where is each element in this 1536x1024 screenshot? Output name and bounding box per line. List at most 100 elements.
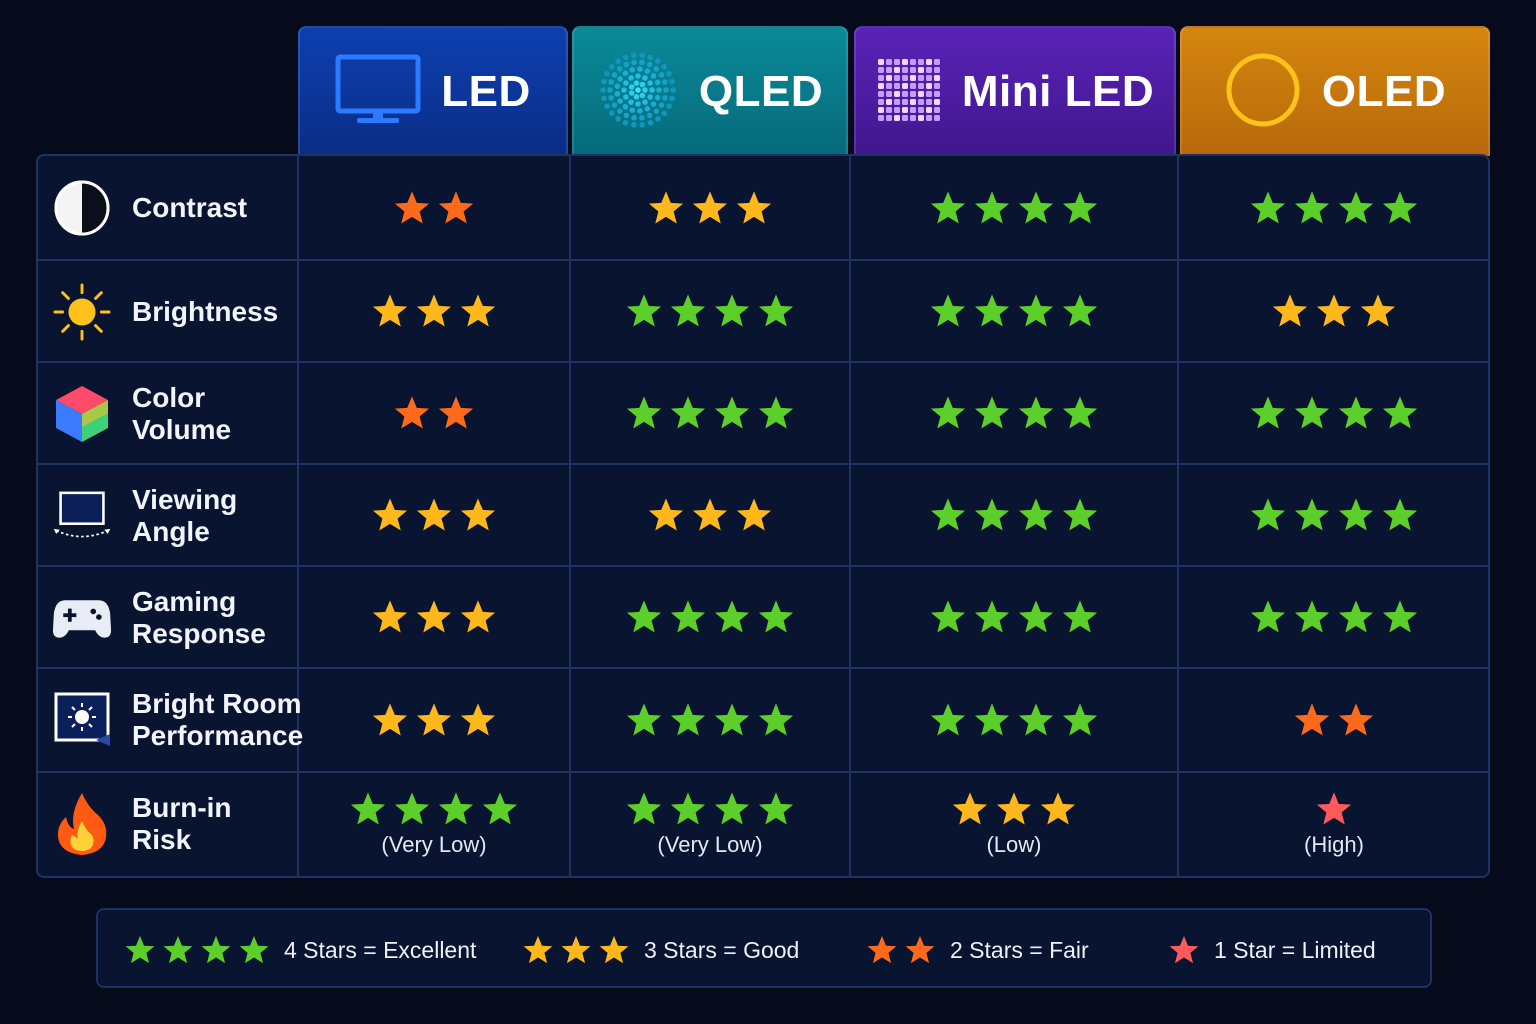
star-icon — [714, 396, 750, 429]
star-icon — [1382, 191, 1418, 224]
star-icon — [1062, 498, 1098, 531]
star-icon — [1018, 191, 1054, 224]
star-icon — [930, 498, 966, 531]
rating-cell — [1178, 566, 1490, 668]
rating-stars — [393, 394, 475, 432]
star-icon — [648, 498, 684, 531]
star-icon — [372, 600, 408, 633]
rating-stars — [1249, 496, 1419, 534]
star-icon — [1382, 498, 1418, 531]
legend-text: 3 Stars = Good — [644, 936, 800, 963]
rating-stars — [1249, 189, 1419, 227]
star-icon — [1018, 703, 1054, 736]
row-divider — [36, 463, 1490, 465]
star-icon — [905, 936, 935, 964]
star-icon — [416, 600, 452, 633]
star-icon — [952, 792, 988, 825]
rating-stars — [625, 292, 795, 330]
star-icon — [372, 498, 408, 531]
star-icon — [974, 600, 1010, 633]
rating-stars — [647, 189, 773, 227]
column-divider — [1177, 154, 1179, 878]
star-icon — [394, 792, 430, 825]
row-label-text: Contrast — [132, 192, 248, 223]
legend-text: 2 Stars = Fair — [950, 936, 1089, 963]
row-label-bright-room-performance: Bright Room Performance — [36, 670, 303, 770]
star-icon — [1338, 396, 1374, 429]
legend — [96, 908, 1432, 988]
legend-item-fair: 2 Stars = Fair — [866, 910, 1089, 990]
rating-cell — [1178, 464, 1490, 566]
rating-note: (Very Low) — [381, 832, 487, 857]
monitor-icon — [335, 54, 421, 131]
star-icon — [1316, 792, 1352, 825]
rating-stars — [929, 496, 1099, 534]
gamepad-icon — [52, 588, 112, 648]
star-icon — [670, 396, 706, 429]
rating-stars — [371, 292, 497, 330]
star-icon — [626, 294, 662, 327]
rating-cell — [570, 668, 850, 772]
column-header-mini-led: Mini LED — [854, 26, 1176, 156]
cube-icon — [52, 384, 112, 444]
rating-cell — [850, 362, 1178, 464]
star-icon — [930, 703, 966, 736]
rating-stars — [647, 496, 773, 534]
rating-stars — [929, 292, 1099, 330]
rating-cell: (High) — [1178, 772, 1490, 876]
rating-stars — [371, 598, 497, 636]
star-icon — [1316, 294, 1352, 327]
row-label-color-volume: Color Volume — [36, 364, 298, 464]
star-icon — [460, 294, 496, 327]
star-icon — [1294, 191, 1330, 224]
star-icon — [1040, 792, 1076, 825]
rating-cell — [570, 566, 850, 668]
flame-icon — [52, 793, 112, 855]
rating-cell — [850, 668, 1178, 772]
rating-stars — [349, 790, 519, 828]
star-icon — [974, 396, 1010, 429]
star-icon — [974, 294, 1010, 327]
star-icon — [1062, 191, 1098, 224]
rating-cell — [298, 464, 570, 566]
legend-text: 4 Stars = Excellent — [284, 936, 477, 963]
star-icon — [626, 396, 662, 429]
star-icon — [1338, 703, 1374, 736]
star-icon — [1272, 294, 1308, 327]
rating-cell — [1178, 156, 1490, 260]
row-divider — [36, 667, 1490, 669]
legend-stars — [866, 934, 936, 966]
star-icon — [372, 703, 408, 736]
star-icon — [1338, 600, 1374, 633]
star-icon — [1062, 703, 1098, 736]
star-icon — [626, 792, 662, 825]
row-label-text: Color Volume — [132, 382, 232, 445]
star-icon — [438, 396, 474, 429]
star-icon — [758, 792, 794, 825]
ring-icon — [1224, 51, 1302, 134]
star-icon — [867, 936, 897, 964]
star-icon — [758, 294, 794, 327]
star-icon — [758, 600, 794, 633]
sun-icon — [52, 282, 112, 342]
row-label-text: Burn-in Risk — [132, 792, 232, 855]
star-icon — [758, 703, 794, 736]
column-title: Mini LED — [961, 67, 1155, 116]
column-header-oled: OLED — [1180, 26, 1490, 156]
contrast-icon — [52, 178, 112, 238]
star-icon — [1382, 396, 1418, 429]
rating-cell — [850, 156, 1178, 260]
star-icon — [930, 396, 966, 429]
star-icon — [1294, 600, 1330, 633]
row-label-text: Brightness — [132, 296, 279, 327]
star-icon — [239, 936, 269, 964]
row-label-text: Gaming Response — [132, 586, 266, 649]
star-icon — [1360, 294, 1396, 327]
star-icon — [1250, 396, 1286, 429]
rating-cell — [298, 156, 570, 260]
star-icon — [670, 792, 706, 825]
star-icon — [930, 191, 966, 224]
star-icon — [1062, 600, 1098, 633]
star-icon — [670, 294, 706, 327]
bright-room-icon — [52, 690, 112, 750]
